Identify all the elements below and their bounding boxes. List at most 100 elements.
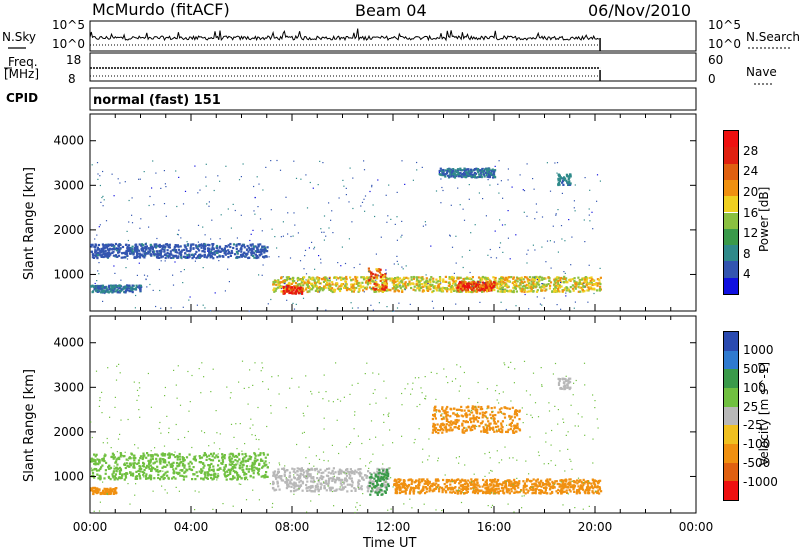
heatmap-cell [397, 478, 400, 481]
heatmap-cell [164, 471, 167, 474]
heatmap-cell [334, 481, 337, 484]
heatmap-cell [557, 177, 560, 180]
heatmap-speckle [311, 241, 313, 243]
heatmap-cell [520, 290, 524, 293]
heatmap-cell [192, 247, 195, 250]
heatmap-cell [410, 286, 413, 290]
heatmap-cell [313, 490, 316, 493]
heatmap-speckle [284, 283, 286, 285]
heatmap-speckle [589, 220, 591, 222]
heatmap-cell [513, 491, 516, 494]
heatmap-cell [134, 287, 138, 290]
heatmap-cell [107, 475, 110, 478]
heatmap-cell [175, 461, 179, 465]
heatmap-cell [286, 286, 290, 289]
heatmap-cell [288, 287, 291, 290]
heatmap-cell [162, 246, 165, 249]
heatmap-cell [359, 284, 362, 287]
heatmap-cell [199, 253, 202, 256]
heatmap-cell [582, 285, 585, 288]
heatmap-cell [203, 253, 206, 256]
heatmap-cell [175, 467, 178, 470]
heatmap-speckle [98, 262, 100, 264]
heatmap-cell [311, 277, 314, 280]
heatmap-cell [192, 255, 195, 258]
heatmap-cell [470, 175, 473, 178]
heatmap-speckle [201, 243, 203, 245]
heatmap-cell [439, 282, 442, 285]
heatmap-cell [430, 276, 433, 279]
heatmap-cell [401, 278, 404, 281]
heatmap-cell [594, 282, 597, 286]
heatmap-cell [264, 246, 267, 249]
heatmap-speckle [368, 270, 370, 273]
heatmap-cell [118, 472, 122, 475]
heatmap-speckle [160, 187, 162, 189]
heatmap-cell [461, 285, 464, 288]
date-title: 06/Nov/2010 [588, 1, 692, 20]
heatmap-cell [119, 455, 122, 458]
heatmap-cell [415, 276, 418, 279]
heatmap-speckle [256, 176, 258, 178]
heatmap-cell [429, 281, 432, 284]
heatmap-cell [278, 286, 281, 289]
heatmap-cell [528, 276, 531, 279]
heatmap-cell [558, 490, 561, 493]
noise-left-tick-bottom: 10^0 [52, 37, 85, 51]
heatmap-cell [527, 284, 530, 287]
heatmap-cell [283, 468, 286, 471]
heatmap-speckle [363, 198, 365, 200]
heatmap-cell [128, 465, 131, 468]
heatmap-speckle [236, 237, 238, 239]
heatmap-cell [189, 244, 193, 247]
heatmap-speckle [169, 255, 171, 257]
heatmap-cell [98, 289, 101, 292]
heatmap-cell [506, 286, 509, 289]
heatmap-cell [562, 183, 565, 186]
heatmap-cell [424, 486, 427, 489]
heatmap-cell [196, 245, 199, 248]
heatmap-cell [285, 478, 288, 481]
heatmap-cell [290, 482, 293, 485]
heatmap-cell [476, 489, 479, 492]
heatmap-cell [575, 490, 578, 493]
heatmap-cell [233, 464, 236, 467]
heatmap-cell [149, 478, 153, 481]
heatmap-cell [172, 461, 175, 464]
heatmap-speckle [583, 283, 585, 285]
heatmap-speckle [455, 262, 457, 264]
heatmap-cell [470, 171, 473, 174]
heatmap-cell [223, 454, 226, 458]
heatmap-cell [220, 247, 223, 250]
heatmap-cell [116, 291, 119, 294]
heatmap-cell [475, 486, 478, 489]
heatmap-cell [470, 282, 473, 285]
heatmap-cell [442, 280, 445, 283]
heatmap-speckle [542, 283, 544, 285]
heatmap-speckle [412, 179, 414, 181]
heatmap-cell [233, 476, 236, 479]
heatmap-cell [101, 289, 104, 292]
heatmap-cell [283, 288, 286, 291]
heatmap-cell [229, 242, 232, 246]
heatmap-speckle [524, 293, 526, 296]
heatmap-cell [450, 171, 453, 174]
heatmap-cell [515, 282, 518, 285]
heatmap-speckle [152, 160, 154, 162]
heatmap-cell [399, 488, 402, 491]
heatmap-cell [511, 482, 514, 485]
heatmap-cell [286, 483, 289, 486]
heatmap-cell [552, 484, 555, 487]
heatmap-cell [466, 174, 470, 178]
heatmap-cell [130, 252, 134, 255]
heatmap-cell [482, 169, 486, 172]
heatmap-cell [188, 254, 191, 257]
heatmap-cell [569, 278, 572, 281]
heatmap-cell [338, 285, 341, 288]
heatmap-cell [358, 471, 362, 474]
heatmap-speckle [489, 248, 491, 251]
heatmap-cell [180, 256, 183, 259]
heatmap-cell [274, 289, 277, 292]
heatmap-cell [532, 478, 535, 481]
heatmap-cell [563, 275, 566, 278]
